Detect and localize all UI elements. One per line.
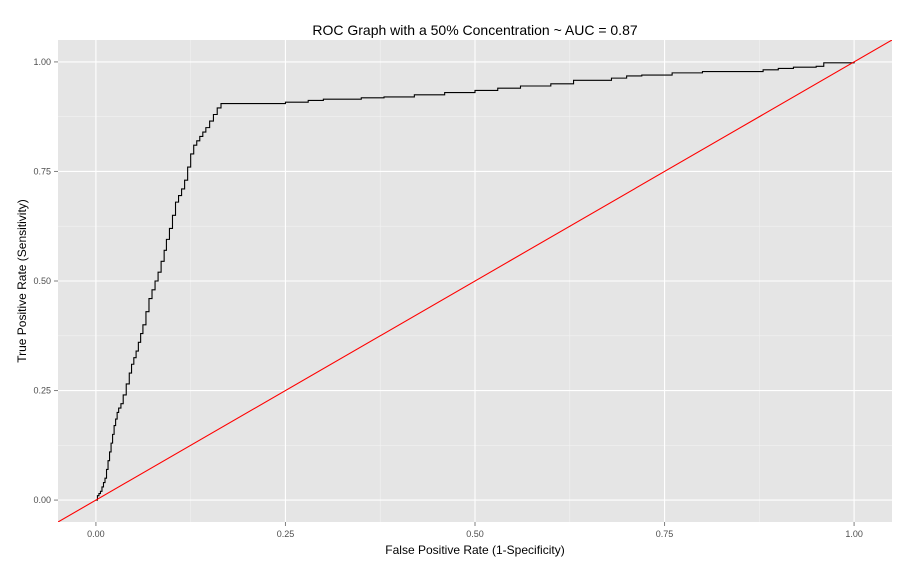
x-tick-label: 0.25 bbox=[277, 529, 295, 539]
y-tick-label: 0.50 bbox=[33, 276, 51, 286]
x-tick-label: 0.75 bbox=[656, 529, 674, 539]
y-tick-label: 0.00 bbox=[33, 495, 51, 505]
series-layer bbox=[58, 40, 892, 522]
x-tick-label: 0.50 bbox=[466, 529, 484, 539]
y-tick-label: 1.00 bbox=[33, 57, 51, 67]
y-tick-label: 0.75 bbox=[33, 166, 51, 176]
x-axis-title: False Positive Rate (1-Specificity) bbox=[385, 543, 564, 557]
roc-curve-line bbox=[95, 61, 855, 501]
x-tick-label: 0.00 bbox=[87, 529, 105, 539]
x-axis-ticks: 0.00 0.25 0.50 0.75 1.00 bbox=[87, 522, 863, 539]
y-tick-label: 0.25 bbox=[33, 386, 51, 396]
y-axis-ticks: 0.00 0.25 0.50 0.75 1.00 bbox=[33, 57, 58, 505]
y-axis-title: True Positive Rate (Sensitivity) bbox=[15, 199, 29, 363]
x-tick-label: 1.00 bbox=[845, 529, 863, 539]
diagonal-reference-line bbox=[58, 40, 892, 522]
chart-title: ROC Graph with a 50% Concentration ~ AUC… bbox=[312, 22, 637, 38]
